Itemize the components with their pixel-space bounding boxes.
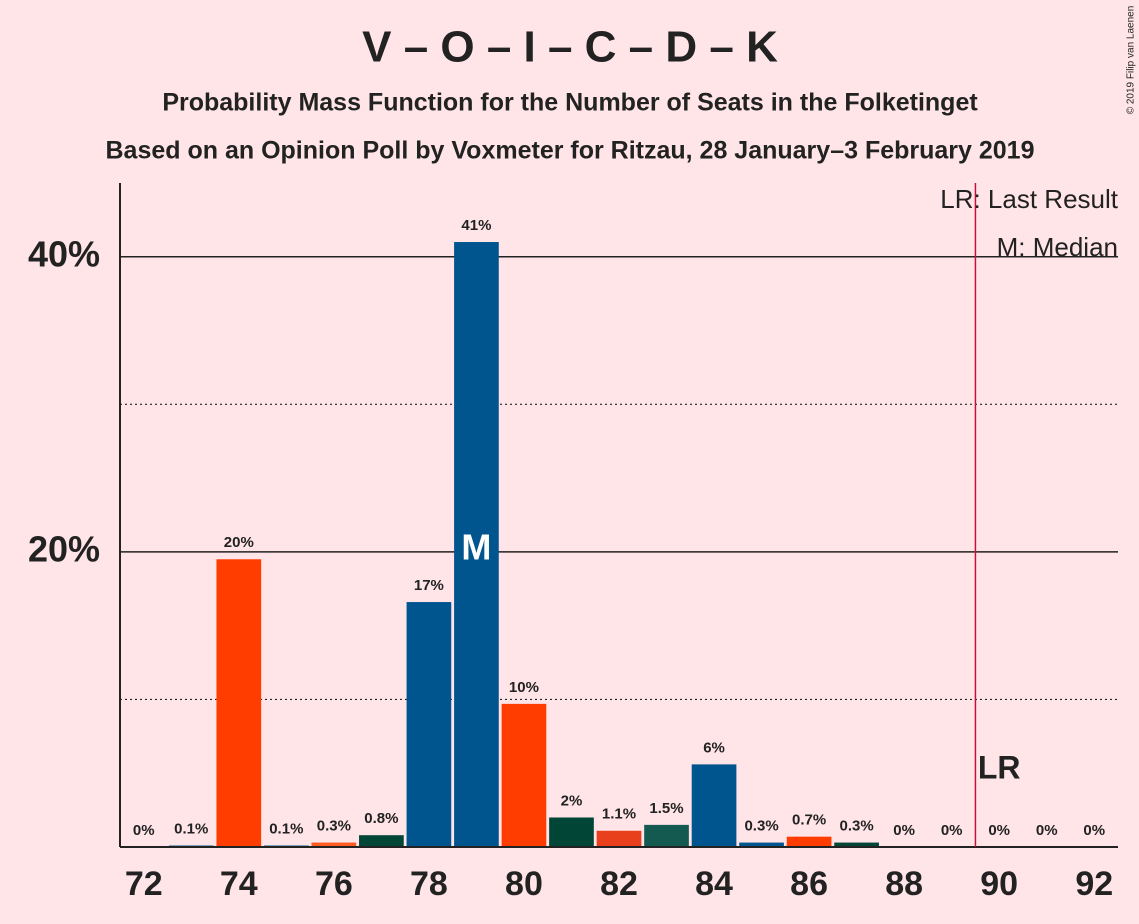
y-tick-label: 40% (28, 233, 100, 274)
value-label: 0.7% (792, 812, 826, 829)
value-label: 0.1% (174, 820, 208, 837)
legend-entry: M: Median (997, 232, 1118, 262)
x-tick-label: 86 (790, 865, 828, 903)
x-tick-label: 92 (1075, 865, 1113, 903)
x-tick-label: 74 (220, 865, 258, 903)
bar (216, 559, 262, 847)
value-label: 0% (133, 822, 155, 839)
last-result-label: LR (978, 749, 1021, 785)
bar (454, 242, 499, 847)
value-label: 0.1% (269, 820, 303, 837)
bar (644, 824, 689, 847)
value-label: 41% (461, 217, 491, 234)
bar (739, 842, 784, 847)
value-label: 20% (224, 534, 254, 551)
value-label: 1.5% (649, 800, 683, 817)
value-label: 17% (414, 577, 444, 594)
bar (359, 835, 404, 847)
value-label: 0.3% (840, 818, 874, 835)
x-tick-label: 82 (600, 865, 638, 903)
bar (596, 830, 642, 847)
bar (501, 703, 547, 847)
value-label: 0% (893, 822, 915, 839)
copyright: © 2019 Filip van Laenen (1126, 6, 1137, 115)
x-tick-label: 90 (980, 865, 1018, 903)
value-label: 0% (941, 822, 963, 839)
x-tick-label: 78 (410, 865, 448, 903)
bar (311, 842, 357, 847)
bar (691, 764, 737, 847)
value-label: 0% (988, 822, 1010, 839)
x-tick-label: 80 (505, 865, 543, 903)
x-tick-label: 72 (125, 865, 163, 903)
value-label: 1.1% (602, 806, 636, 823)
x-tick-label: 76 (315, 865, 353, 903)
bar (834, 842, 879, 847)
y-tick-label: 20% (28, 528, 100, 569)
chart-title: V – O – I – C – D – K (362, 23, 778, 72)
value-label: 0.3% (744, 818, 778, 835)
bar (406, 602, 452, 847)
bar (786, 836, 832, 847)
value-label: 2% (561, 792, 583, 809)
bar (549, 817, 594, 847)
x-tick-label: 88 (885, 865, 923, 903)
chart-subtitle: Probability Mass Function for the Number… (162, 89, 978, 117)
value-label: 0.8% (364, 810, 398, 827)
value-label: 0% (1036, 822, 1058, 839)
value-label: 0.3% (317, 818, 351, 835)
value-label: 6% (703, 739, 725, 756)
value-label: 0% (1083, 822, 1105, 839)
legend-entry: LR: Last Result (940, 184, 1119, 214)
value-label: 10% (509, 679, 539, 696)
x-tick-label: 84 (695, 865, 733, 903)
chart-subtitle: Based on an Opinion Poll by Voxmeter for… (106, 137, 1035, 165)
median-marker: M (461, 526, 491, 567)
